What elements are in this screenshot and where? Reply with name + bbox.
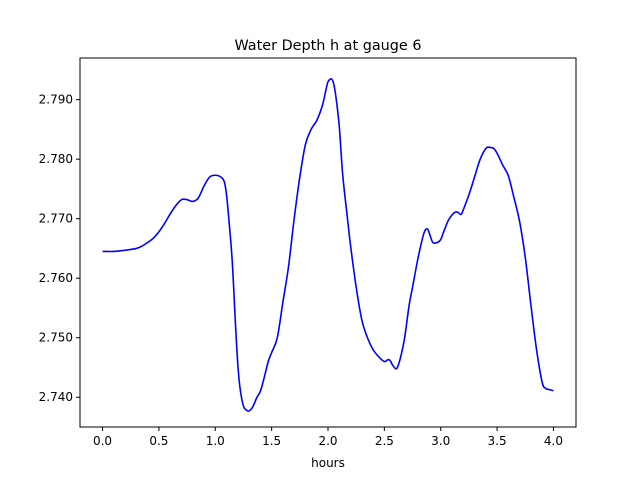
x-axis: 0.0 0.5 1.0 1.5 2.0 2.5 3.0 3.5 4.0 — [93, 427, 563, 448]
x-tick-label: 4.0 — [544, 434, 563, 448]
x-tick-label: 3.0 — [431, 434, 450, 448]
chart-title: Water Depth h at gauge 6 — [234, 38, 421, 54]
series-line — [102, 77, 554, 412]
y-tick-label: 2.750 — [39, 331, 73, 345]
y-axis: 2.740 2.750 2.760 2.770 2.780 2.790 — [39, 93, 80, 404]
plot-area — [102, 77, 554, 412]
x-tick-label: 1.5 — [262, 434, 281, 448]
y-tick-label: 2.780 — [39, 152, 73, 166]
y-tick-label: 2.770 — [39, 212, 73, 226]
x-tick-label: 3.5 — [488, 434, 507, 448]
plot-frame — [79, 57, 577, 428]
y-tick-label: 2.740 — [39, 390, 73, 404]
x-tick-label: 1.0 — [206, 434, 225, 448]
x-tick-label: 2.5 — [375, 434, 394, 448]
y-tick-label: 2.760 — [39, 271, 73, 285]
x-tick-label: 2.0 — [318, 434, 337, 448]
x-tick-label: 0.5 — [149, 434, 168, 448]
x-axis-label: hours — [311, 456, 345, 470]
x-tick-label: 0.0 — [93, 434, 112, 448]
y-tick-label: 2.790 — [39, 93, 73, 107]
